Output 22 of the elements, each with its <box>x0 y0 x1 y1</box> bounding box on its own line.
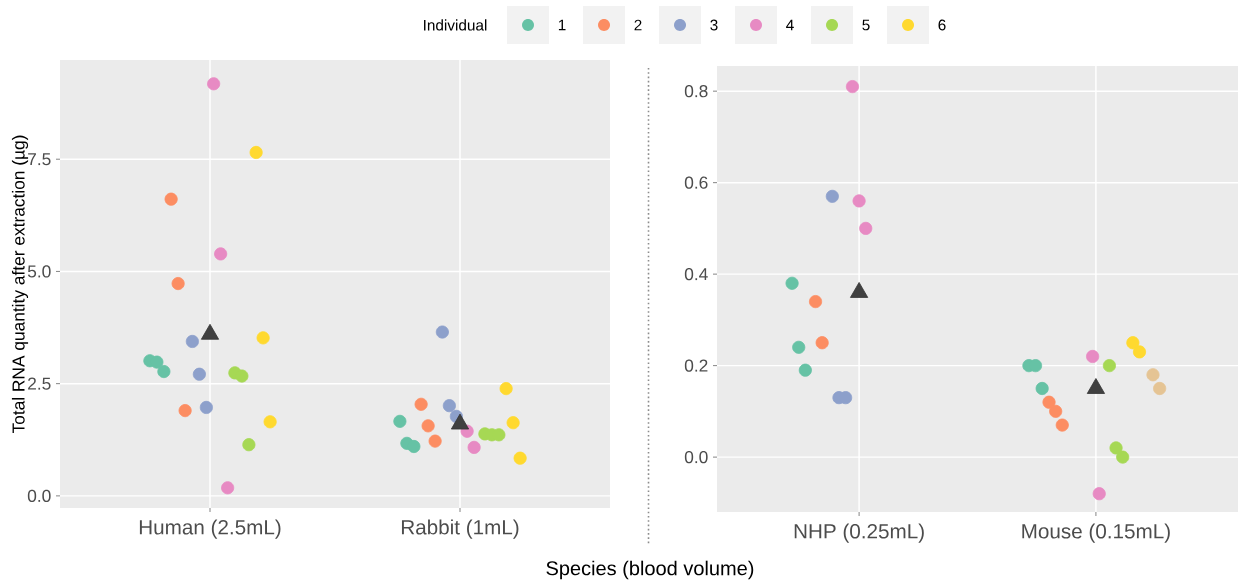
legend-label: 1 <box>558 19 566 31</box>
y-tick-label: 0.0 <box>27 489 51 503</box>
y-tick-label: 0.4 <box>684 267 708 281</box>
x-axis-title: Species (blood volume) <box>546 560 754 580</box>
x-tick-label: NHP (0.25mL) <box>794 523 924 543</box>
y-tick-label: 0.8 <box>684 85 708 98</box>
legend-label: 6 <box>938 19 946 31</box>
x-tick-label: Mouse (0.15mL) <box>1022 523 1170 543</box>
legend-label: 2 <box>634 19 642 31</box>
legend-label: 3 <box>710 19 718 31</box>
legend-title: Individual <box>424 19 487 31</box>
legend-label: 4 <box>786 19 794 31</box>
legend-label: 5 <box>862 19 870 31</box>
x-tick-label: Rabbit (1mL) <box>401 519 519 539</box>
x-tick-label: Human (2.5mL) <box>139 519 281 539</box>
y-tick-label: 0.0 <box>684 450 708 464</box>
y-tick-label: 0.2 <box>684 359 708 372</box>
y-tick-label: 0.6 <box>684 176 708 189</box>
y-tick-label: 2.5 <box>28 377 51 390</box>
y-tick-label: 5.0 <box>27 265 51 278</box>
y-axis-title: Total RNA quantity after extraction (µg) <box>11 135 29 434</box>
y-tick-label: 7.5 <box>28 153 51 166</box>
